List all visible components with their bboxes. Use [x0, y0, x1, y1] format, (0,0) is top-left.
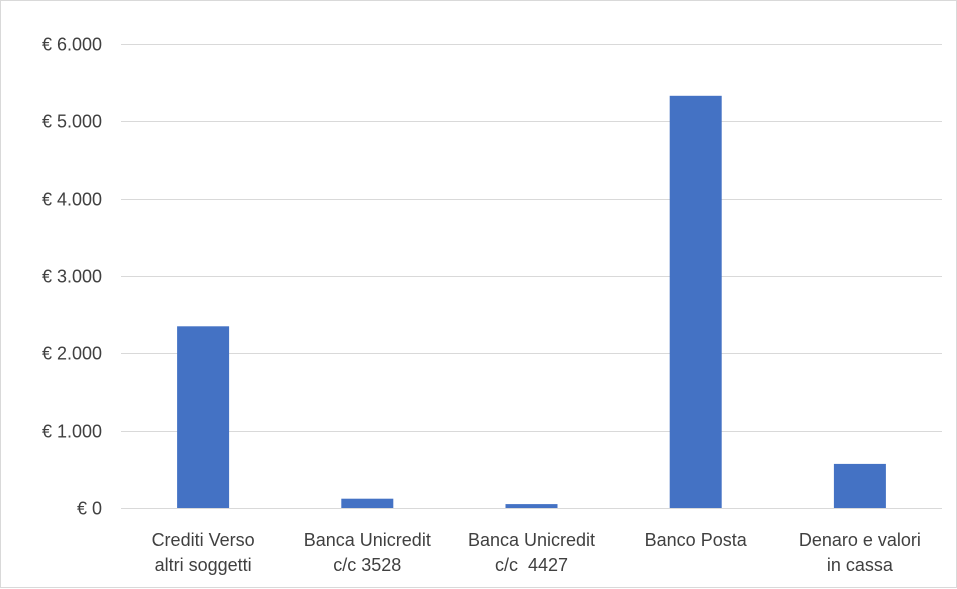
- gridlines: [121, 44, 942, 509]
- x-category-label-line: Banco Posta: [645, 530, 748, 550]
- x-category-label-line: Banca Unicredit: [304, 530, 431, 550]
- x-category-label-line: Banca Unicredit: [468, 530, 595, 550]
- bar: [177, 326, 230, 508]
- y-tick-label: € 6.000: [42, 35, 102, 55]
- y-tick-label: € 0: [77, 499, 102, 519]
- x-axis-category-labels: Crediti Verso altri soggetti Banca Unicred…: [152, 530, 921, 575]
- x-category-label-line: Denaro e valori: [799, 530, 921, 550]
- x-category-label: Denaro e valori in cassa: [799, 530, 921, 575]
- x-category-label-line: c/c 4427: [495, 555, 568, 575]
- x-category-label: Banca Unicredit c/c 4427: [468, 530, 595, 575]
- x-category-label-line: c/c 3528: [333, 555, 401, 575]
- x-category-label-line: Crediti Verso: [152, 530, 255, 550]
- y-tick-label: € 4.000: [42, 190, 102, 210]
- bars: [177, 95, 886, 509]
- x-category-label-line: in cassa: [827, 555, 894, 575]
- x-category-label: Crediti Verso altri soggetti: [152, 530, 255, 575]
- y-tick-label: € 2.000: [42, 344, 102, 364]
- bar: [505, 504, 558, 508]
- x-category-label-line: altri soggetti: [155, 555, 252, 575]
- bar: [833, 463, 886, 508]
- bar: [669, 95, 722, 509]
- bar: [341, 498, 394, 508]
- x-category-label: Banca Unicredit c/c 3528: [304, 530, 431, 575]
- y-tick-label: € 5.000: [42, 112, 102, 132]
- y-tick-label: € 3.000: [42, 267, 102, 287]
- x-category-label: Banco Posta: [645, 530, 748, 550]
- y-axis-tick-labels: € 0 € 1.000 € 2.000 € 3.000 € 4.000 € 5.000 € …: [42, 35, 102, 519]
- y-tick-label: € 1.000: [42, 422, 102, 442]
